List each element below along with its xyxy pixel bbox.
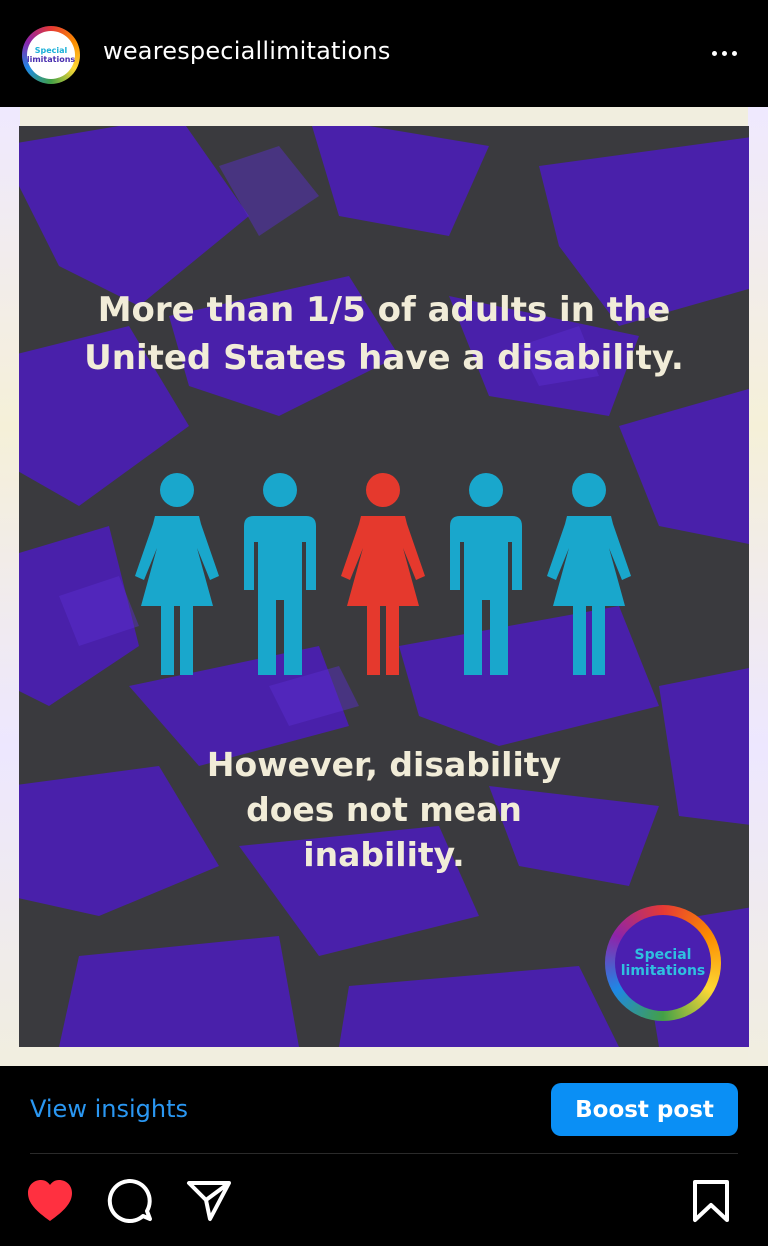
man-figure-4 [450,473,522,675]
post-actions [0,1154,768,1246]
woman-figure-5 [547,473,631,675]
avatar[interactable]: Special limitations [22,26,80,84]
badge-line1: Special [634,947,692,963]
brand-badge-inner: Special limitations [615,915,711,1011]
headline-line2: United States have a disability. [84,338,684,378]
subline: However, disability does not mean inabil… [19,742,749,877]
image-border-right [748,107,768,1066]
headline: More than 1/5 of adults in the United St… [19,286,749,382]
heart-icon[interactable] [25,1176,75,1226]
comment-icon[interactable] [105,1176,155,1226]
image-border-left [0,107,20,1066]
post-image[interactable]: More than 1/5 of adults in the United St… [0,107,768,1066]
woman-figure-1 [135,473,219,675]
bookmark-icon[interactable] [686,1176,736,1226]
subline-line3: inability. [303,835,465,874]
insights-row: View insights Boost post [0,1066,768,1154]
avatar-logo-line1: Special [34,46,68,55]
avatar-logo-line2: limitations [26,55,76,64]
subline-line1: However, disability [206,745,562,784]
view-insights-link[interactable]: View insights [30,1095,188,1123]
brush-background [19,126,749,1047]
brand-badge: Special limitations [605,905,721,1021]
headline-line1: More than 1/5 of adults in the [97,290,671,330]
man-figure-2 [244,473,316,675]
woman-figure-3 [341,473,425,675]
people-figures [135,473,631,675]
infographic-card: More than 1/5 of adults in the United St… [19,126,749,1047]
boost-post-button[interactable]: Boost post [551,1083,738,1136]
username[interactable]: wearespeciallimitations [103,37,391,65]
subline-line2: does not mean [246,790,522,829]
divider [30,1153,738,1154]
post-header: Special limitations wearespeciallimitati… [0,0,768,107]
avatar-logo: Special limitations [27,31,75,79]
share-icon[interactable] [184,1176,234,1226]
badge-line2: limitations [620,963,706,979]
more-options-icon[interactable] [704,38,744,68]
